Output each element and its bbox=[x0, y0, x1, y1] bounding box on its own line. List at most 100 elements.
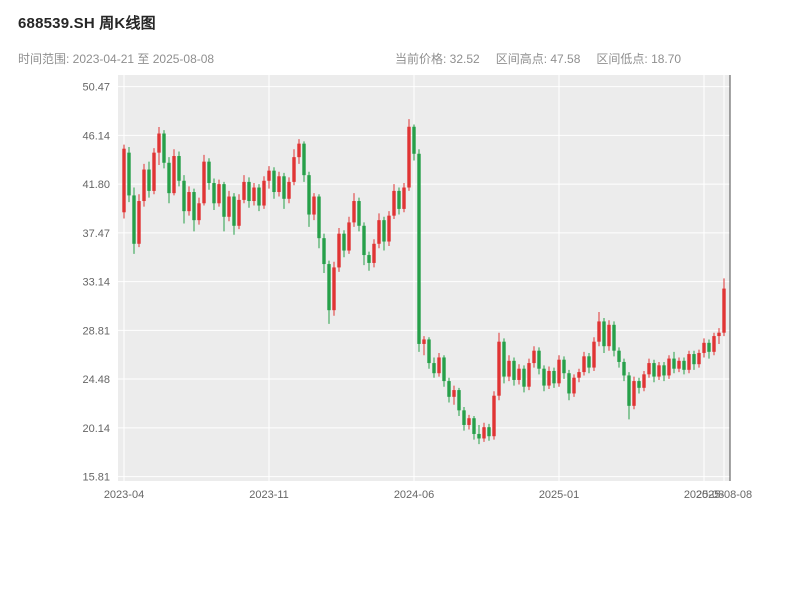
candle-down bbox=[662, 361, 666, 382]
candle-down bbox=[162, 130, 166, 169]
candle-up bbox=[657, 361, 661, 380]
candle-up bbox=[217, 179, 221, 207]
x-axis-tick-label: 2023-11 bbox=[249, 489, 289, 501]
candle-down bbox=[302, 141, 306, 182]
candle-down bbox=[167, 157, 171, 204]
stat-range-high: 区间高点: 47.58 bbox=[495, 52, 581, 66]
candle-up bbox=[467, 414, 471, 430]
candle-up bbox=[202, 154, 206, 206]
candle-up bbox=[437, 352, 441, 377]
candle-down bbox=[307, 171, 311, 227]
candle-down bbox=[397, 187, 401, 215]
candle-up bbox=[387, 211, 391, 247]
y-axis-tick-label: 28.81 bbox=[82, 325, 110, 337]
candle-up bbox=[527, 358, 531, 391]
y-axis-tick-label: 20.14 bbox=[82, 423, 110, 435]
candle-up bbox=[337, 228, 341, 272]
candle-down bbox=[177, 151, 181, 187]
candle-up bbox=[717, 328, 721, 344]
candle-down bbox=[682, 357, 686, 375]
candle-down bbox=[127, 147, 131, 203]
candle-down bbox=[562, 356, 566, 379]
candle-up bbox=[347, 216, 351, 254]
candle-up bbox=[172, 149, 176, 196]
candle-up bbox=[352, 193, 356, 227]
candle-down bbox=[442, 355, 446, 387]
x-axis-tick-label: 2025-08-08 bbox=[696, 489, 752, 501]
candle-down bbox=[612, 321, 616, 357]
candle-down bbox=[502, 338, 506, 384]
candle-up bbox=[722, 278, 726, 337]
candle-down bbox=[692, 350, 696, 370]
candle-down bbox=[652, 359, 656, 383]
candle-up bbox=[377, 213, 381, 249]
stat-range-low: 区间低点: 18.70 bbox=[596, 52, 682, 66]
candle-down bbox=[587, 352, 591, 374]
candle-up bbox=[242, 175, 246, 204]
candle-down bbox=[472, 415, 476, 440]
candle-up bbox=[712, 332, 716, 356]
candle-up bbox=[592, 337, 596, 371]
y-axis-tick-label: 24.48 bbox=[82, 374, 110, 386]
candle-up bbox=[517, 364, 521, 385]
candle-up bbox=[392, 184, 396, 220]
candle-down bbox=[417, 149, 421, 352]
candle-up bbox=[597, 311, 601, 347]
candle-down bbox=[212, 178, 216, 211]
candle-down bbox=[272, 167, 276, 199]
candle-down bbox=[382, 216, 386, 251]
candle-down bbox=[627, 372, 631, 420]
candle-up bbox=[582, 351, 586, 376]
candle-up bbox=[157, 126, 161, 166]
y-axis-tick-label: 46.14 bbox=[82, 130, 110, 142]
candle-down bbox=[362, 222, 366, 266]
candle-up bbox=[402, 183, 406, 213]
stat-current-price: 当前价格: 32.52 bbox=[395, 52, 480, 66]
candle-up bbox=[297, 139, 301, 164]
candle-down bbox=[257, 184, 261, 212]
candle-up bbox=[532, 346, 536, 368]
page-title: 688539.SH 周K线图 bbox=[18, 15, 156, 32]
candle-up bbox=[557, 355, 561, 387]
y-axis-tick-label: 37.47 bbox=[82, 228, 110, 240]
candle-up bbox=[452, 385, 456, 405]
candle-down bbox=[622, 358, 626, 382]
candle-down bbox=[327, 260, 331, 324]
candle-down bbox=[147, 161, 151, 198]
candle-up bbox=[252, 183, 256, 206]
candle-up bbox=[422, 336, 426, 356]
candle-up bbox=[607, 320, 611, 351]
candle-down bbox=[222, 181, 226, 232]
candle-down bbox=[232, 193, 236, 235]
x-axis-tick-label: 2023-04 bbox=[104, 489, 144, 501]
candle-up bbox=[237, 194, 241, 230]
candle-up bbox=[492, 391, 496, 440]
candle-up bbox=[197, 197, 201, 225]
candle-down bbox=[132, 187, 136, 254]
candle-up bbox=[677, 357, 681, 373]
candle-down bbox=[447, 377, 451, 403]
candle-down bbox=[637, 377, 641, 394]
candle-up bbox=[152, 148, 156, 195]
plot-area bbox=[118, 75, 730, 481]
x-axis-tick-label: 2025-08 bbox=[684, 489, 724, 501]
y-axis-tick-label: 33.14 bbox=[82, 277, 110, 289]
candle-up bbox=[407, 119, 411, 191]
candle-down bbox=[192, 188, 196, 232]
candle-up bbox=[697, 349, 701, 368]
candle-up bbox=[667, 355, 671, 379]
candle-down bbox=[617, 347, 621, 368]
candle-down bbox=[522, 365, 526, 393]
candle-down bbox=[322, 233, 326, 274]
candle-down bbox=[477, 424, 481, 445]
candle-down bbox=[602, 318, 606, 353]
candle-down bbox=[182, 175, 186, 224]
candle-down bbox=[342, 230, 346, 258]
candle-down bbox=[487, 423, 491, 441]
candle-down bbox=[357, 197, 361, 232]
candle-up bbox=[277, 171, 281, 197]
candle-down bbox=[552, 367, 556, 388]
candle-down bbox=[567, 369, 571, 401]
